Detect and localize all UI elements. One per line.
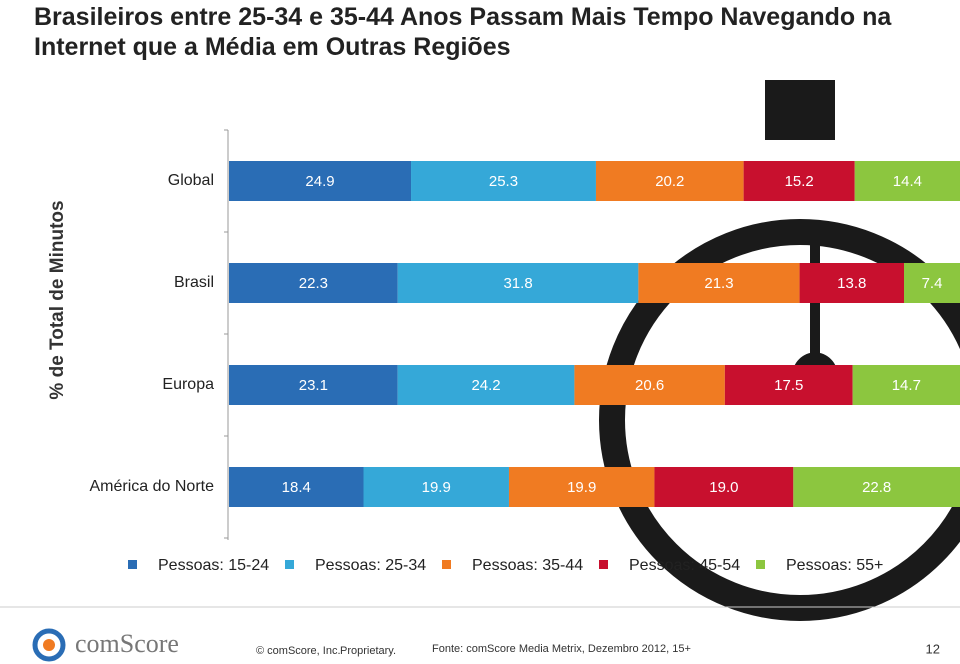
chart-title: Brasileiros entre 25-34 e 35-44 Anos Pas… [34,3,892,61]
category-label: América do Norte [90,478,215,495]
value-label: 19.9 [422,479,451,496]
legend-label: Pessoas: 35-44 [472,557,583,574]
legend-label: Pessoas: 25-34 [315,557,426,574]
bar-segment [411,161,596,201]
bar-segment [229,467,364,507]
bar-segment [743,161,855,201]
value-label: 20.6 [635,377,664,394]
bar-segment [595,161,744,201]
value-label: 24.9 [305,173,334,190]
bar-segment [904,263,960,303]
value-label: 7.4 [922,275,943,292]
value-label: 14.7 [892,377,921,394]
stopwatch-decoration [599,80,960,621]
bar-segment [229,365,398,405]
value-label: 18.4 [282,479,311,496]
bar-segment [724,365,853,405]
logo-text: comScore [75,629,179,658]
value-label: 15.2 [785,173,814,190]
bar-segment [574,365,725,405]
y-axis-label: % de Total de Minutos [47,200,68,399]
bar-segment [397,365,575,405]
bar-segment [793,467,960,507]
value-label: 24.2 [471,377,500,394]
legend-swatch [128,560,137,569]
bar-segment [229,161,412,201]
value-label: 20.2 [655,173,684,190]
value-label: 22.8 [862,479,891,496]
legend-label: Pessoas: 45-54 [629,557,740,574]
bar-segment [363,467,509,507]
legend-label: Pessoas: 55+ [786,557,883,574]
page-number: 12 [926,641,940,656]
bar-segment [854,161,960,201]
legend-swatch [756,560,765,569]
value-label: 14.4 [893,173,922,190]
copyright: © comScore, Inc. [256,645,341,657]
bar-segment [852,365,960,405]
bar-segment [654,467,794,507]
value-label: 13.8 [837,275,866,292]
legend-swatch [285,560,294,569]
legend-swatch [599,560,608,569]
value-label: 19.9 [567,479,596,496]
value-label: 25.3 [489,173,518,190]
bar-segment [508,467,655,507]
value-label: 17.5 [774,377,803,394]
value-label: 31.8 [503,275,532,292]
logo [32,628,66,662]
value-label: 22.3 [299,275,328,292]
proprietary: Proprietary. [340,645,396,657]
bar-segment [397,263,639,303]
category-label: Europa [162,376,214,393]
value-label: 19.0 [709,479,738,496]
bar-segment [799,263,905,303]
source: Fonte: comScore Media Metrix, Dezembro 2… [432,643,691,655]
bar-segment [638,263,800,303]
value-label: 21.3 [704,275,733,292]
legend-label: Pessoas: 15-24 [158,557,269,574]
category-label: Brasil [174,274,214,291]
value-label: 23.1 [299,377,328,394]
category-label: Global [168,172,214,189]
legend-swatch [442,560,451,569]
bar-segment [229,263,398,303]
